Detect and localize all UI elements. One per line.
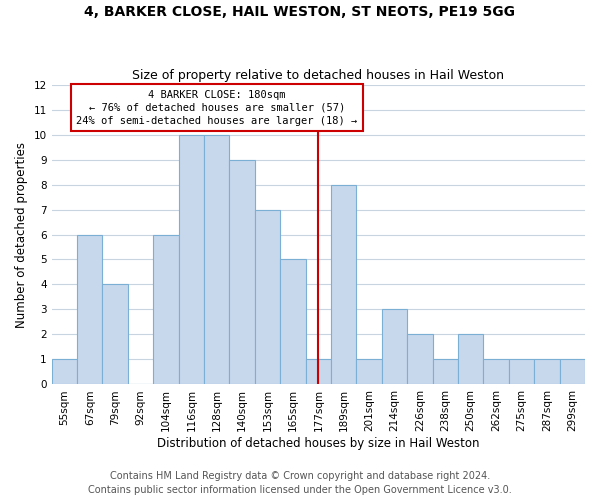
Bar (305, 360, 331, 384)
Bar (179, 134, 204, 384)
Bar (103, 284, 128, 384)
Bar (229, 160, 255, 384)
Bar (52, 360, 77, 384)
Bar (331, 184, 356, 384)
Bar (255, 210, 280, 384)
Bar (407, 334, 433, 384)
X-axis label: Distribution of detached houses by size in Hail Weston: Distribution of detached houses by size … (157, 437, 479, 450)
Bar (77, 234, 103, 384)
Bar (356, 360, 382, 384)
Text: 4, BARKER CLOSE, HAIL WESTON, ST NEOTS, PE19 5GG: 4, BARKER CLOSE, HAIL WESTON, ST NEOTS, … (85, 5, 515, 19)
Title: Size of property relative to detached houses in Hail Weston: Size of property relative to detached ho… (133, 69, 505, 82)
Y-axis label: Number of detached properties: Number of detached properties (15, 142, 28, 328)
Bar (280, 260, 305, 384)
Bar (204, 134, 229, 384)
Bar (433, 360, 458, 384)
Text: 4 BARKER CLOSE: 180sqm
← 76% of detached houses are smaller (57)
24% of semi-det: 4 BARKER CLOSE: 180sqm ← 76% of detached… (76, 90, 358, 126)
Bar (153, 234, 179, 384)
Bar (509, 360, 534, 384)
Bar (382, 310, 407, 384)
Bar (484, 360, 509, 384)
Text: Contains HM Land Registry data © Crown copyright and database right 2024.
Contai: Contains HM Land Registry data © Crown c… (88, 471, 512, 495)
Bar (534, 360, 560, 384)
Bar (560, 360, 585, 384)
Bar (458, 334, 484, 384)
